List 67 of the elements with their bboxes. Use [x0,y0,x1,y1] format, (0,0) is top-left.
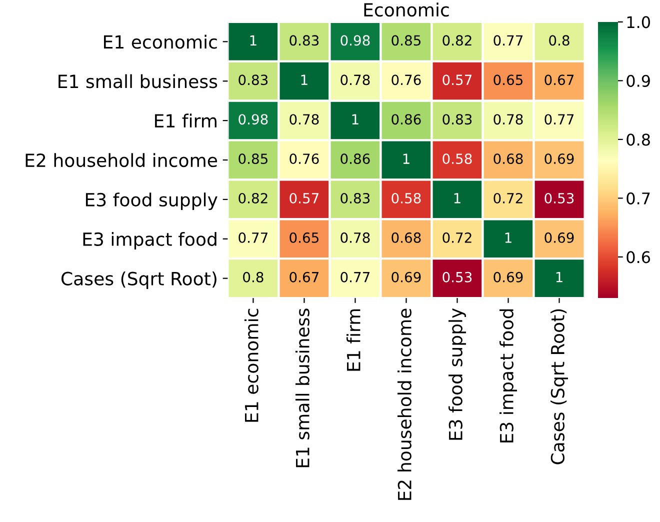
data-label: 0.69 [392,272,421,282]
y-tick-label: E1 economic [104,34,217,49]
data-label: 0.65 [290,232,318,243]
y-tick-label: E3 food supply [86,192,218,210]
y-tick-label: E1 firm [155,114,216,128]
data-label: 0.85 [238,154,268,164]
data-label: 0.82 [238,192,268,204]
data-label: 1 [301,74,308,85]
data-label: 0.69 [494,272,523,282]
data-label: 0.76 [290,154,319,164]
data-label: 0.86 [392,114,421,125]
data-label: 0.77 [544,114,574,125]
x-tick-label: E2 household income [397,308,412,500]
color-bar-label: 0.6 [626,251,650,264]
data-label: 1 [505,232,512,243]
data-label: 0.67 [290,272,318,282]
data-label: 0.78 [340,232,370,243]
data-label: 0.76 [392,74,421,86]
data-label: 0.86 [340,154,370,164]
color-bar-label: 0.7 [626,192,650,204]
y-tick-label: Cases (Sqrt Root) [62,272,216,289]
data-label: 0.72 [494,192,522,204]
data-label: 0.72 [442,232,472,243]
data-label: 0.78 [340,74,370,86]
y-tick-label: E3 impact food [83,232,216,250]
data-label: 0.67 [544,74,574,86]
data-label: 0.83 [340,192,370,204]
data-label: 0.65 [494,74,522,86]
data-label: 0.78 [290,114,319,125]
data-label: 1 [454,193,460,204]
chart-title: Economic [364,2,449,17]
data-label: 0.69 [544,232,574,243]
data-label: 0.58 [442,154,472,164]
y-tick-label: E2 household income [26,153,218,168]
data-label: 0.83 [442,114,472,125]
data-label: 0.85 [392,35,420,46]
data-label: 0.98 [340,35,370,46]
x-tick-label: E1 firm [346,309,360,371]
data-label: 0.83 [238,74,268,86]
color-bar-label: 1.0 [627,16,650,28]
x-tick-label: E3 food supply [448,308,466,440]
data-label: 0.53 [442,272,472,282]
data-label: 0.8 [243,272,264,282]
data-label: 1 [250,35,256,46]
x-tick-label: E3 impact food [500,309,517,442]
data-label: 0.77 [494,35,523,46]
data-label: 0.57 [290,192,318,204]
data-label: 0.58 [392,192,421,204]
data-label: 0.83 [290,35,319,46]
data-label: 0.77 [238,232,268,243]
data-label: 0.57 [442,74,472,86]
data-label: 0.78 [494,114,523,125]
color-bar-label: 0.8 [626,134,650,146]
y-tick-label: E1 small business [58,74,218,88]
data-label: 1 [403,154,410,164]
data-label: 0.53 [544,192,574,204]
x-tick-label: Cases (Sqrt Root) [550,309,568,464]
color-bar-label: 0.9 [626,74,650,87]
data-label: 0.68 [494,154,523,164]
data-label: 0.8 [549,35,570,46]
data-label: 0.98 [238,114,268,125]
data-label: 1 [352,114,358,124]
data-label: 0.69 [544,154,574,164]
data-label: 1 [556,272,562,282]
data-label: 0.82 [442,35,472,46]
data-label: 0.68 [392,232,421,243]
data-label: 0.77 [340,272,370,282]
